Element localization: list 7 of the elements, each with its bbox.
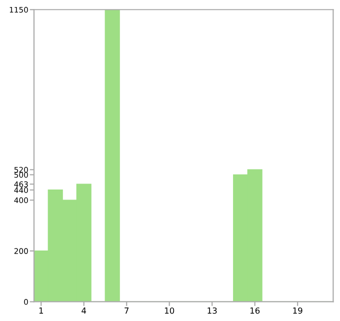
x-tick-label: 7 [124,308,129,314]
x-tick-label: 1 [39,308,44,314]
x-tick-label: 4 [82,308,86,314]
x-tick-label: 13 [208,307,217,314]
x-tick-label: 19 [293,307,302,314]
x-tick-label: 10 [164,307,174,314]
x-tick-label: 16 [250,307,260,314]
